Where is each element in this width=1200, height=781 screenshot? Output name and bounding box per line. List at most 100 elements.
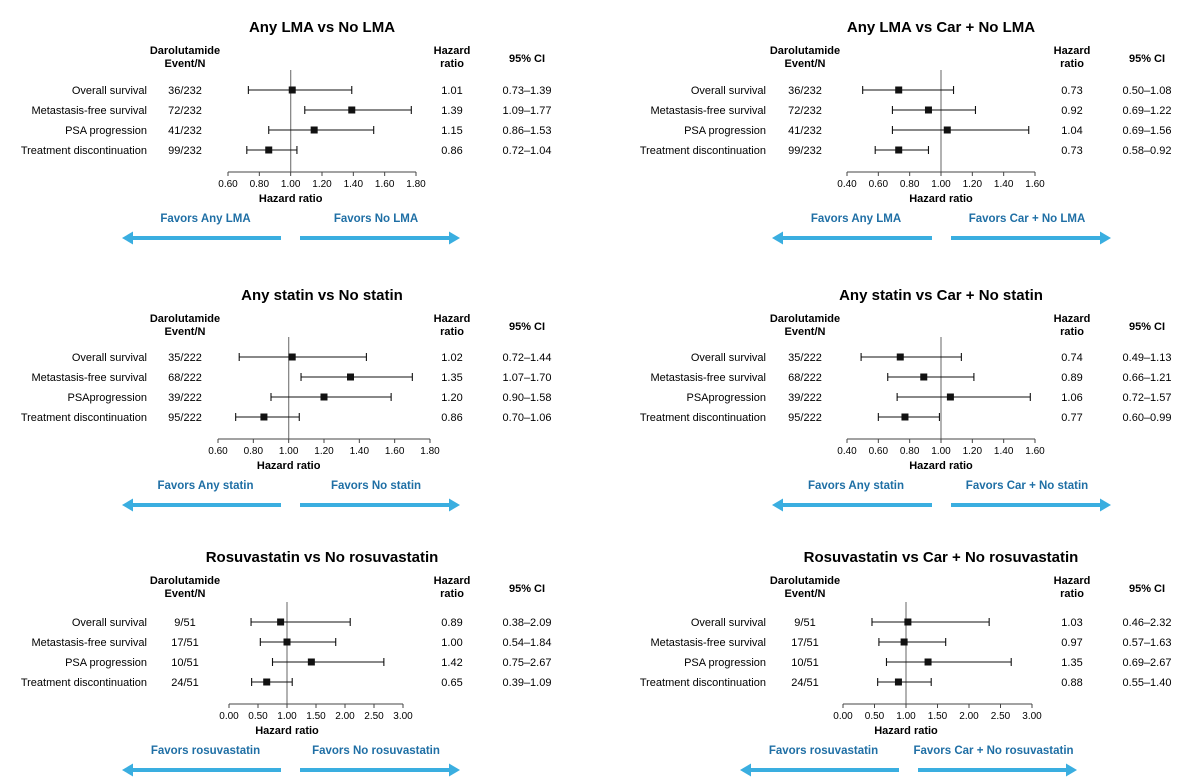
x-tick-label: 0.00 (219, 711, 239, 722)
favors-left-arrow-head (772, 498, 783, 512)
x-tick-label: 0.80 (250, 179, 270, 190)
row-label: Treatment discontinuation (21, 677, 147, 689)
hr-point-marker (263, 678, 271, 686)
row-events: 9/51 (174, 617, 195, 629)
hr-point-marker (265, 146, 273, 154)
hr-point-marker (924, 106, 932, 114)
hr-header-line2: ratio (1060, 326, 1084, 338)
row-events: 35/222 (788, 352, 822, 364)
events-header-line1: Darolutamide (770, 313, 840, 325)
hr-point-marker (920, 373, 928, 381)
row-events: 41/232 (788, 125, 822, 137)
x-tick-label: 0.80 (244, 446, 264, 457)
row-ci: 0.39–1.09 (503, 677, 552, 689)
row-label: Metastasis-free survival (31, 637, 147, 649)
hr-header-line1: Hazard (434, 45, 471, 57)
row-label: PSAprogression (687, 392, 767, 404)
row-hazard-ratio: 1.35 (441, 372, 462, 384)
row-ci: 0.49–1.13 (1123, 352, 1172, 364)
row-label: Metastasis-free survival (650, 637, 766, 649)
x-tick-label: 1.60 (385, 446, 405, 457)
row-hazard-ratio: 1.06 (1061, 392, 1082, 404)
x-tick-label: 0.80 (900, 179, 920, 190)
ci-header: 95% CI (509, 583, 545, 595)
row-ci: 0.69–1.22 (1123, 105, 1172, 117)
row-label: Overall survival (72, 617, 147, 629)
hr-point-marker (348, 106, 356, 114)
hr-point-marker (895, 146, 903, 154)
x-tick-label: 1.00 (277, 711, 297, 722)
forest-panel-2: Any LMA vs Car + No LMA DarolutamideEvent… (640, 19, 1172, 245)
hr-point-marker (900, 638, 908, 646)
x-tick-label: 1.00 (279, 446, 299, 457)
favors-left-arrow-head (772, 231, 783, 245)
row-events: 68/222 (788, 372, 822, 384)
row-events: 41/232 (168, 125, 202, 137)
x-tick-label: 1.80 (406, 179, 426, 190)
row-hazard-ratio: 1.03 (1061, 617, 1082, 629)
x-tick-label: 0.80 (900, 446, 920, 457)
row-label: PSA progression (684, 657, 766, 669)
hr-point-marker (283, 638, 291, 646)
row-ci: 0.69–2.67 (1123, 657, 1172, 669)
events-header-line1: Darolutamide (150, 313, 220, 325)
row-events: 99/232 (168, 145, 202, 157)
favors-right-label: Favors Car + No statin (966, 480, 1088, 492)
row-ci: 0.73–1.39 (503, 85, 552, 97)
row-ci: 0.72–1.57 (1123, 392, 1172, 404)
row-hazard-ratio: 0.89 (441, 617, 462, 629)
row-label: Treatment discontinuation (640, 145, 766, 157)
row-hazard-ratio: 1.01 (441, 85, 462, 97)
panel-title: Any LMA vs No LMA (249, 19, 395, 36)
row-events: 24/51 (791, 677, 819, 689)
x-tick-label: 0.60 (869, 179, 889, 190)
ci-header: 95% CI (1129, 583, 1165, 595)
x-tick-label: 1.00 (931, 179, 951, 190)
x-tick-label: 0.50 (865, 711, 885, 722)
row-label: Metastasis-free survival (650, 105, 766, 117)
x-tick-label: 1.00 (896, 711, 916, 722)
x-tick-label: 1.20 (312, 179, 332, 190)
forest-panel-5: Rosuvastatin vs No rosuvastatin Darolutam… (21, 549, 552, 777)
row-ci: 0.38–2.09 (503, 617, 552, 629)
hr-point-marker (924, 658, 932, 666)
row-label: Overall survival (691, 617, 766, 629)
events-header-line1: Darolutamide (770, 575, 840, 587)
x-axis-label: Hazard ratio (257, 460, 321, 472)
row-events: 10/51 (791, 657, 819, 669)
row-events: 72/232 (788, 105, 822, 117)
row-hazard-ratio: 1.04 (1061, 125, 1082, 137)
hr-point-marker (347, 373, 354, 381)
hr-point-marker (260, 413, 268, 421)
ci-header: 95% CI (509, 53, 545, 65)
events-header-line2: Event/N (785, 58, 826, 70)
events-header-line2: Event/N (785, 588, 826, 600)
favors-left-label: Favors Any statin (808, 480, 904, 492)
hr-header-line2: ratio (440, 588, 464, 600)
row-events: 95/222 (168, 412, 202, 424)
x-tick-label: 1.40 (344, 179, 364, 190)
hr-header-line1: Hazard (434, 575, 471, 587)
favors-left-label: Favors rosuvastatin (769, 745, 878, 757)
row-label: Treatment discontinuation (21, 412, 147, 424)
hr-header-line1: Hazard (1054, 45, 1091, 57)
x-tick-label: 1.40 (994, 179, 1014, 190)
favors-right-label: Favors No rosuvastatin (312, 745, 440, 757)
hr-header-line2: ratio (440, 326, 464, 338)
x-tick-label: 1.60 (1025, 179, 1045, 190)
ci-header: 95% CI (509, 321, 545, 333)
favors-left-arrow-head (122, 763, 133, 777)
row-hazard-ratio: 1.42 (441, 657, 462, 669)
row-events: 68/222 (168, 372, 202, 384)
favors-right-arrow-head (1100, 498, 1111, 512)
x-tick-label: 3.00 (393, 711, 413, 722)
forest-panel-4: Any statin vs Car + No statin Darolutamid… (640, 287, 1172, 512)
row-hazard-ratio: 1.39 (441, 105, 462, 117)
favors-right-arrow-head (449, 763, 460, 777)
x-tick-label: 0.60 (208, 446, 228, 457)
row-ci: 0.46–2.32 (1123, 617, 1172, 629)
row-events: 9/51 (794, 617, 815, 629)
x-tick-label: 0.40 (837, 179, 857, 190)
row-hazard-ratio: 0.92 (1061, 105, 1082, 117)
favors-right-label: Favors No LMA (334, 213, 418, 225)
